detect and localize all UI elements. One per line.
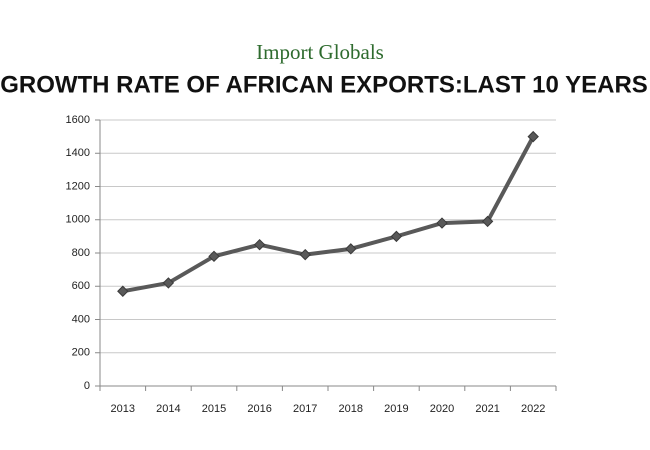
y-tick-label: 0 (84, 380, 90, 392)
y-tick-label: 400 (72, 313, 90, 325)
chart-title: GROWTH RATE OF AFRICAN EXPORTS:LAST 10 Y… (0, 71, 648, 98)
data-point (208, 250, 220, 263)
y-tick-label: 1600 (66, 114, 90, 126)
data-point (162, 277, 175, 289)
data-point (481, 215, 494, 228)
brand: Import Globals (256, 40, 384, 64)
y-tick-label: 1400 (66, 147, 90, 159)
data-point (436, 217, 448, 229)
data-point (253, 238, 266, 251)
data-point (299, 248, 311, 261)
x-tick-label: 2021 (475, 403, 499, 415)
data-point (345, 243, 357, 255)
y-tick-label: 800 (72, 247, 90, 259)
data-point (117, 285, 129, 297)
x-tick-label: 2020 (430, 403, 454, 415)
x-tick-label: 2018 (339, 403, 363, 415)
x-tick-label: 2014 (156, 403, 180, 415)
data-point (390, 230, 403, 243)
x-tick-label: 2013 (111, 403, 135, 415)
y-tick-label: 1200 (66, 180, 90, 192)
x-tick-label: 2015 (202, 403, 226, 415)
y-tick-label: 600 (72, 280, 90, 292)
x-tick-label: 2016 (247, 403, 271, 415)
y-tick-label: 200 (72, 347, 90, 359)
x-tick-label: 2017 (293, 403, 317, 415)
x-tick-label: 2022 (521, 403, 545, 415)
y-tick-label: 1000 (66, 214, 90, 226)
data-line (122, 135, 535, 294)
x-tick-label: 2019 (384, 403, 408, 415)
data-point (527, 130, 539, 143)
